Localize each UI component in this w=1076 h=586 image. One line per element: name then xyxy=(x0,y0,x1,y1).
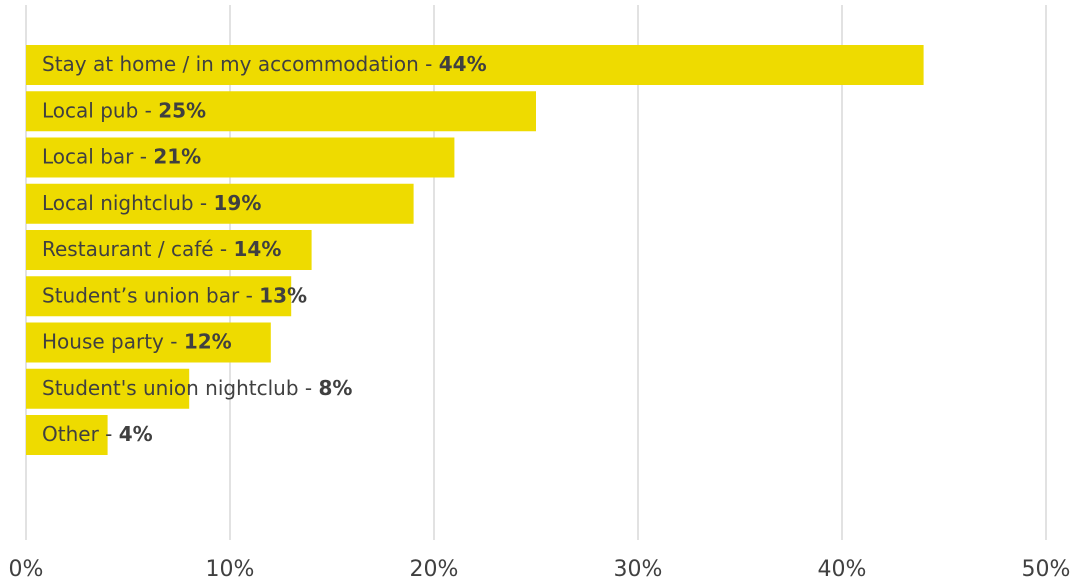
category-label: Student's union nightclub - xyxy=(42,375,318,399)
category-label: Local bar - xyxy=(42,144,153,168)
value-label: 44% xyxy=(439,52,487,76)
value-label: 14% xyxy=(233,237,281,261)
category-label: Student’s union bar - xyxy=(42,283,259,307)
value-label: 25% xyxy=(158,98,206,122)
x-tick-label: 50% xyxy=(1022,557,1071,582)
bar-label: Local nightclub - 19% xyxy=(42,190,261,214)
category-label: Local pub - xyxy=(42,98,158,122)
bar-label: Local bar - 21% xyxy=(42,144,201,168)
value-label: 4% xyxy=(119,422,153,446)
bar xyxy=(26,276,292,317)
bar xyxy=(26,322,271,363)
category-label: Local nightclub - xyxy=(42,190,214,214)
value-label: 8% xyxy=(318,375,352,399)
x-tick-label: 40% xyxy=(818,557,867,582)
bar-label: House party - 12% xyxy=(42,329,232,353)
bar xyxy=(26,230,312,270)
bar xyxy=(26,415,108,455)
bar xyxy=(26,183,414,224)
bar-label: Local pub - 25% xyxy=(42,98,206,122)
bar-label: Stay at home / in my accommodation - 44% xyxy=(42,52,487,76)
x-tick-label: 20% xyxy=(410,557,459,582)
value-label: 19% xyxy=(214,190,262,214)
x-tick-label: 0% xyxy=(9,557,44,582)
bar-label: Student’s union bar - 13% xyxy=(42,283,307,307)
x-tick-label: 30% xyxy=(614,557,663,582)
bar xyxy=(26,91,536,132)
value-label: 13% xyxy=(259,283,307,307)
bar-label: Other - 4% xyxy=(42,422,153,446)
category-label: Other - xyxy=(42,422,119,446)
bar xyxy=(26,45,924,85)
x-tick-label: 10% xyxy=(206,557,255,582)
value-label: 12% xyxy=(184,329,232,353)
category-label: Restaurant / café - xyxy=(42,237,233,261)
category-label: House party - xyxy=(42,329,184,353)
bar xyxy=(26,137,455,178)
bar xyxy=(26,368,190,409)
bar-label: Restaurant / café - 14% xyxy=(42,237,281,261)
bar-label: Student's union nightclub - 8% xyxy=(42,375,352,399)
value-label: 21% xyxy=(153,144,201,168)
category-label: Stay at home / in my accommodation - xyxy=(42,52,439,76)
